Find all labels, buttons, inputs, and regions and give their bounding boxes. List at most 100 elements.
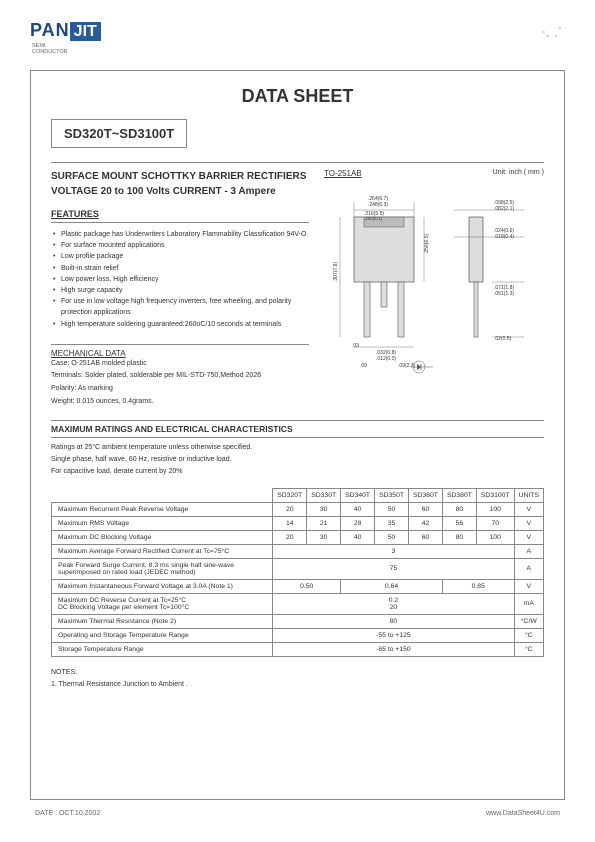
table-cell: 50 bbox=[375, 502, 409, 516]
unit-cell: A bbox=[514, 544, 543, 558]
unit-cell: °C bbox=[514, 628, 543, 642]
table-row: Storage Temperature Range-65 to +150°C bbox=[52, 642, 544, 656]
svg-text:.307(7.8): .307(7.8) bbox=[333, 262, 339, 282]
table-cell: 20 bbox=[273, 502, 307, 516]
table-cell: 21 bbox=[307, 516, 341, 530]
notes-section: NOTES: 1. Thermal Resistance Junction to… bbox=[51, 667, 544, 692]
table-cell: 100 bbox=[476, 530, 514, 544]
logo: PANJIT SEMI CONDUCTOR bbox=[30, 20, 565, 55]
svg-text:.248(6.3): .248(6.3) bbox=[368, 202, 388, 208]
table-cell: 0.64 bbox=[341, 579, 443, 593]
svg-text:.082(2.1): .082(2.1) bbox=[494, 206, 514, 212]
table-cell: 42 bbox=[409, 516, 443, 530]
note-line: 1. Thermal Resistance Junction to Ambien… bbox=[51, 679, 544, 692]
table-cell: 75 bbox=[273, 558, 514, 579]
table-cell: -65 to +150 bbox=[273, 642, 514, 656]
table-cell: 0.220 bbox=[273, 593, 514, 614]
table-cell: 14 bbox=[273, 516, 307, 530]
row-label: Maximum Instantaneous Forward Voltage at… bbox=[52, 579, 273, 593]
row-label: Maximum RMS Voltage bbox=[52, 516, 273, 530]
table-cell: 60 bbox=[409, 530, 443, 544]
table-row: Maximum RMS Voltage14212835425670V bbox=[52, 516, 544, 530]
svg-text:.09: .09 bbox=[360, 363, 367, 369]
notes-heading: NOTES: bbox=[51, 667, 544, 680]
feature-item: Low profile package bbox=[51, 251, 309, 262]
table-cell: 40 bbox=[341, 530, 375, 544]
svg-text:.012(0.3): .012(0.3) bbox=[376, 356, 396, 362]
table-cell: 0.50 bbox=[273, 579, 341, 593]
feature-item: High surge capacity bbox=[51, 285, 309, 296]
decorative-dots: ⠢⠌ bbox=[540, 25, 565, 42]
table-cell: 70 bbox=[476, 516, 514, 530]
table-col-header: SD3100T bbox=[476, 488, 514, 502]
unit-cell: V bbox=[514, 530, 543, 544]
max-ratings-heading: MAXIMUM RATINGS AND ELECTRICAL CHARACTER… bbox=[51, 420, 544, 438]
mechanical-line: Polarity: As marking bbox=[51, 383, 309, 396]
table-row: Maximum DC Reverse Current at Tc=25°C DC… bbox=[52, 593, 544, 614]
content-frame: DATA SHEET SD320T~SD3100T SURFACE MOUNT … bbox=[30, 70, 565, 800]
unit-cell: V bbox=[514, 502, 543, 516]
table-cell: 56 bbox=[442, 516, 476, 530]
table-row: Maximum DC Blocking Voltage2030405060801… bbox=[52, 530, 544, 544]
mechanical-line: Case: O-251AB molded plastic bbox=[51, 358, 309, 371]
row-label: Peak Forward Surge Current, 8.3 ms singl… bbox=[52, 558, 273, 579]
svg-text:.02(0.5): .02(0.5) bbox=[494, 336, 512, 342]
row-label: Storage Temperature Range bbox=[52, 642, 273, 656]
divider bbox=[51, 222, 309, 223]
svg-text:.051(1.3): .051(1.3) bbox=[494, 291, 514, 297]
features-list: Plastic package has Underwriters Laborat… bbox=[51, 229, 309, 330]
table-col-header: UNITS bbox=[514, 488, 543, 502]
table-row: Operating and Storage Temperature Range-… bbox=[52, 628, 544, 642]
table-cell: 50 bbox=[375, 530, 409, 544]
feature-item: For use in low voltage high frequency in… bbox=[51, 296, 309, 318]
table-row: Maximum Thermal Resistance (Note 2)80°C/… bbox=[52, 614, 544, 628]
table-col-header: SD330T bbox=[307, 488, 341, 502]
svg-text:.256(6.5): .256(6.5) bbox=[424, 234, 430, 254]
table-col-header: SD360T bbox=[409, 488, 443, 502]
package-name: TO-251AB bbox=[324, 169, 362, 178]
page-footer: DATE : OCT.10.2002 www.DataSheet4U.com bbox=[30, 810, 565, 817]
subtitle-line2: VOLTAGE 20 to 100 Volts CURRENT - 3 Ampe… bbox=[51, 184, 309, 199]
mechanical-body: Case: O-251AB molded plasticTerminals: S… bbox=[51, 358, 309, 408]
row-label: Maximum DC Reverse Current at Tc=25°C DC… bbox=[52, 593, 273, 614]
unit-cell: V bbox=[514, 516, 543, 530]
feature-item: For surface mounted applications bbox=[51, 240, 309, 251]
unit-label: Unit: inch ( mm ) bbox=[493, 169, 544, 176]
unit-cell: mA bbox=[514, 593, 543, 614]
logo-sub: SEMI CONDUCTOR bbox=[32, 43, 101, 55]
feature-item: Built-in strain relief bbox=[51, 263, 309, 274]
row-label: Maximum Thermal Resistance (Note 2) bbox=[52, 614, 273, 628]
row-label: Maximum DC Blocking Voltage bbox=[52, 530, 273, 544]
table-cell: 35 bbox=[375, 516, 409, 530]
table-row: Maximum Instantaneous Forward Voltage at… bbox=[52, 579, 544, 593]
logo-box: JIT bbox=[70, 22, 101, 41]
max-note-line: For capacitive load, derate current by 2… bbox=[51, 466, 544, 478]
table-col-header: SD350T bbox=[375, 488, 409, 502]
table-cell: 40 bbox=[341, 502, 375, 516]
table-cell: 3 bbox=[273, 544, 514, 558]
mechanical-line: Terminals: Solder plated, solderable per… bbox=[51, 370, 309, 383]
table-cell: -55 to +125 bbox=[273, 628, 514, 642]
footer-source: www.DataSheet4U.com bbox=[486, 810, 560, 817]
max-ratings-notes: Ratings at 25°C ambient temperature unle… bbox=[51, 442, 544, 478]
feature-item: Low power loss, High efficiency bbox=[51, 274, 309, 285]
table-cell: 28 bbox=[341, 516, 375, 530]
table-cell: 80 bbox=[442, 530, 476, 544]
footer-date: DATE : OCT.10.2002 bbox=[35, 810, 100, 817]
package-drawing: .264(6.7) .248(6.3) .216(5.5) .200(5.1) … bbox=[324, 192, 534, 382]
row-label: Maximum Average Forward Rectified Curren… bbox=[52, 544, 273, 558]
part-number: SD320T~SD3100T bbox=[51, 119, 187, 148]
table-cell: 60 bbox=[409, 502, 443, 516]
subtitle-line1: SURFACE MOUNT SCHOTTKY BARRIER RECTIFIER… bbox=[51, 169, 309, 184]
table-row: Maximum Recurrent Peak Reverse Voltage20… bbox=[52, 502, 544, 516]
ratings-table: SD320TSD330TSD340TSD350TSD360TSD380TSD31… bbox=[51, 488, 544, 657]
table-cell: 80 bbox=[442, 502, 476, 516]
table-col-header: SD380T bbox=[442, 488, 476, 502]
feature-item: Plastic package has Underwriters Laborat… bbox=[51, 229, 309, 240]
logo-brand: PAN bbox=[30, 20, 70, 40]
mechanical-line: Weight: 0.015 ounces, 0.4grams. bbox=[51, 396, 309, 409]
table-col-header: SD340T bbox=[341, 488, 375, 502]
table-cell: 20 bbox=[273, 530, 307, 544]
unit-cell: V bbox=[514, 579, 543, 593]
features-heading: FEATURES bbox=[51, 209, 309, 219]
